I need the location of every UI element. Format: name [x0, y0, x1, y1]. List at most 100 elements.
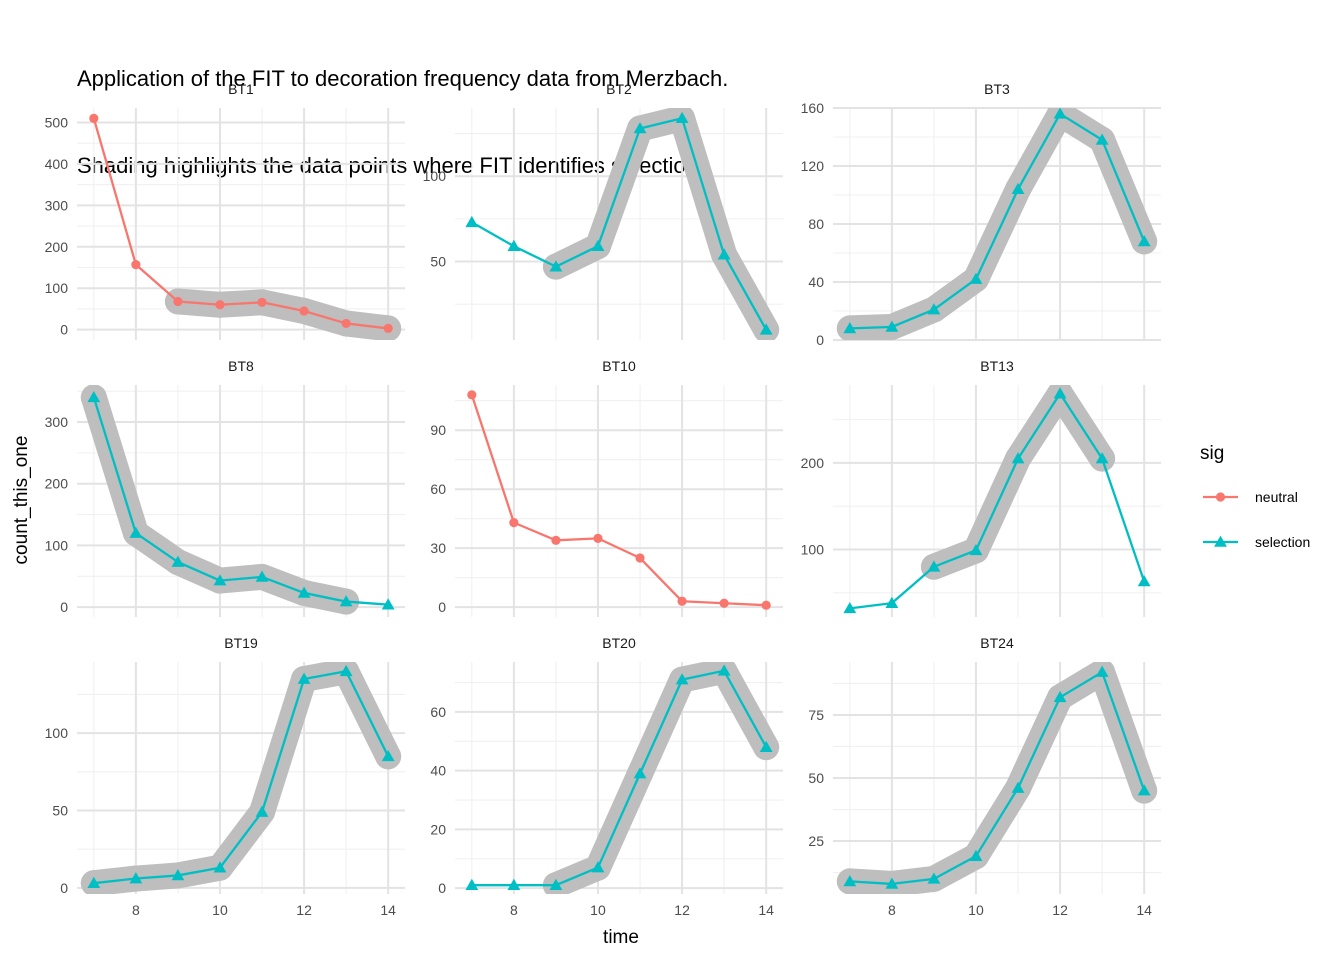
- data-point: [1095, 452, 1109, 464]
- data-point: [759, 323, 773, 335]
- y-tick-label: 100: [45, 537, 69, 553]
- data-point: [885, 320, 899, 332]
- y-tick-label: 50: [52, 802, 68, 818]
- data-point: [969, 272, 983, 284]
- data-point: [1053, 690, 1067, 703]
- panel-bt19: BT19 0 50 100 8 10 12 14: [45, 635, 405, 918]
- y-tick-label: 0: [60, 322, 68, 338]
- panel-title-bt2: BT2: [606, 81, 632, 97]
- panel-bt2: BT2 50 100: [423, 81, 783, 340]
- panel-bt8: BT8 0 100 200 300: [45, 358, 405, 617]
- data-point: [87, 390, 101, 403]
- y-tick-label: 0: [816, 332, 824, 348]
- data-point: [549, 878, 563, 890]
- selection-shading: [164, 288, 402, 340]
- x-tick-label: 12: [1052, 902, 1068, 918]
- legend: sig neutral selection: [1200, 443, 1310, 550]
- data-point: [591, 239, 605, 251]
- data-point: [297, 672, 311, 684]
- panel-grid: [455, 108, 783, 340]
- data-point: [717, 248, 731, 260]
- series-line-selection: [849, 392, 1146, 610]
- panel-title-bt19: BT19: [224, 635, 258, 651]
- data-point: [927, 560, 941, 572]
- panel-bt24: BT24 25 50 75 8 10 12 14: [808, 635, 1161, 918]
- selection-shading: [542, 108, 780, 340]
- data-point: [1053, 387, 1067, 399]
- chart-title-line-1: Application of the FIT to decoration fre…: [77, 66, 729, 91]
- data-point: [761, 600, 771, 610]
- panel-bt13: BT13 100 200: [801, 358, 1161, 617]
- legend-entry-neutral: neutral: [1203, 489, 1298, 505]
- legend-key-triangle: [1214, 535, 1227, 547]
- chart-title-line-2: Shading highlights the data points where…: [77, 153, 698, 178]
- y-axis-title: count_this_one: [11, 436, 32, 565]
- y-tick-label: 100: [45, 280, 69, 296]
- panel-grid: [455, 385, 783, 617]
- data-point: [341, 318, 351, 329]
- y-tick-label: 50: [430, 254, 446, 270]
- data-point: [509, 518, 519, 528]
- data-point: [173, 296, 183, 307]
- y-tick-label: 300: [45, 197, 69, 213]
- data-point: [675, 111, 689, 124]
- y-tick-label: 60: [430, 704, 446, 720]
- y-tick-label: 30: [430, 540, 446, 556]
- data-point: [717, 664, 731, 676]
- data-point: [171, 555, 185, 567]
- y-tick-label: 75: [808, 707, 824, 723]
- data-point: [927, 872, 941, 884]
- y-tick-label: 40: [808, 274, 824, 290]
- x-tick-label: 14: [1136, 902, 1152, 918]
- shading-band: [542, 108, 780, 340]
- data-point: [299, 306, 309, 316]
- panel-marks: [836, 662, 1158, 894]
- y-tick-label: 0: [60, 599, 68, 615]
- series-line-selection: [471, 117, 768, 331]
- data-point: [549, 260, 563, 272]
- panel-title-bt8: BT8: [228, 358, 254, 374]
- x-tick-label: 14: [380, 902, 396, 918]
- panel-marks: [467, 390, 771, 610]
- y-tick-label: 160: [801, 100, 825, 116]
- data-point: [969, 849, 983, 861]
- panel-marks: [89, 113, 402, 340]
- panel-marks: [465, 108, 780, 340]
- panel-bt10: BT10 0 30 60 90: [430, 358, 783, 617]
- data-point: [213, 574, 227, 586]
- legend-label-selection: selection: [1255, 534, 1310, 550]
- panel-bt1: BT1 0 100 200 300 400 500: [45, 81, 405, 340]
- data-point: [593, 533, 603, 543]
- data-point: [677, 596, 687, 606]
- y-tick-label: 0: [438, 599, 446, 615]
- data-point: [1011, 781, 1025, 793]
- y-tick-label: 100: [801, 541, 825, 557]
- panel-title-bt20: BT20: [602, 635, 636, 651]
- x-tick-label: 12: [674, 902, 690, 918]
- y-tick-label: 300: [45, 414, 69, 430]
- panel-bt3: BT3 0 40 80 120 160: [801, 81, 1161, 348]
- data-point: [381, 749, 395, 762]
- data-point: [633, 122, 647, 134]
- data-point: [1095, 665, 1109, 677]
- x-tick-label: 10: [590, 902, 606, 918]
- y-tick-label: 500: [45, 115, 69, 131]
- data-point: [1137, 784, 1151, 796]
- data-point: [215, 300, 225, 310]
- x-tick-label: 14: [758, 902, 774, 918]
- facet-panels: BT10100200300400500BT250100BT30408012016…: [45, 81, 1161, 918]
- data-point: [1137, 235, 1151, 247]
- data-point: [131, 260, 141, 270]
- x-tick-label: 12: [296, 902, 312, 918]
- selection-shading: [542, 662, 780, 894]
- x-tick-label: 8: [510, 902, 518, 918]
- data-point: [1137, 575, 1151, 587]
- data-point: [255, 805, 269, 817]
- y-tick-label: 200: [801, 455, 825, 471]
- panel-marks: [843, 385, 1151, 614]
- data-point: [383, 323, 393, 333]
- y-tick-label: 200: [45, 239, 69, 255]
- series-line-selection: [849, 112, 1146, 330]
- y-tick-label: 25: [808, 833, 824, 849]
- data-point: [885, 877, 899, 889]
